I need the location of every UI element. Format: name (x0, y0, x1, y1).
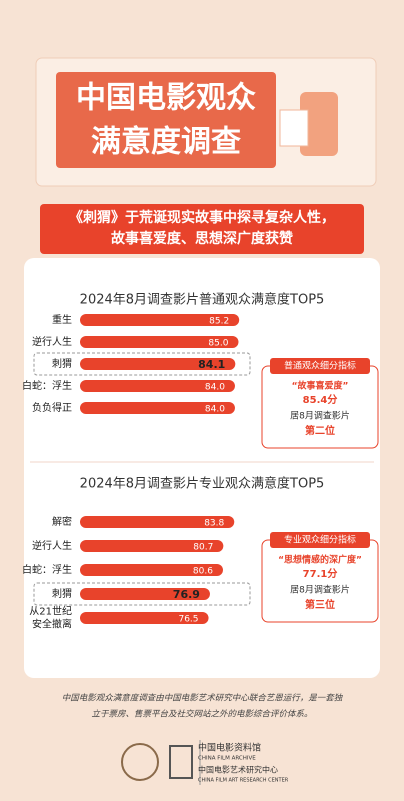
value-label: 84.1 (198, 358, 225, 371)
callout-score: 77.1分 (303, 567, 338, 580)
callout-metric: “思想情感的深广度” (278, 554, 362, 566)
callout-heading-bg (270, 532, 370, 548)
category-label: 刺猬 (52, 588, 72, 600)
logo-text: CHINA FILM ARCHIVE (198, 756, 256, 762)
logo-seal (121, 743, 159, 781)
callout-rank-text: 居8月调查影片 (290, 584, 350, 596)
category-label: 从21世纪安全撤离 (29, 606, 72, 631)
bar (80, 540, 224, 552)
highlight-box (33, 582, 251, 606)
title-banner (56, 72, 276, 168)
phone-icon (300, 92, 338, 156)
value-label: 80.7 (193, 543, 213, 553)
title: 满意度调查 (91, 125, 241, 160)
footer-note: 立于票房、售票平台及社交网站之外的电影综合评价体系。 (91, 709, 312, 720)
value-label: 80.6 (193, 567, 213, 577)
subtitle: 《刺猬》于荒诞现实故事中探寻复杂人性， (69, 209, 335, 226)
callout-metric: “故事喜爱度” (292, 380, 349, 392)
value-label: 85.2 (209, 317, 229, 327)
callout-rank: 第三位 (305, 598, 335, 611)
value-label: 83.8 (204, 519, 224, 529)
callout-rank-text: 居8月调查影片 (290, 410, 350, 422)
value-label: 85.0 (208, 339, 228, 349)
title: 中国电影观众 (76, 81, 256, 116)
category-label: 白蛇：浮生 (22, 563, 72, 576)
category-label: 重生 (52, 313, 72, 326)
logo-text: 中国电影资料馆 (198, 742, 261, 754)
category-label: 解密 (52, 515, 72, 528)
category-label: 逆行人生 (32, 335, 72, 348)
logo-mark (169, 745, 193, 779)
subtitle-banner (40, 204, 364, 254)
category-label: 负负得正 (32, 401, 72, 414)
value-label: 84.0 (205, 383, 225, 393)
subtitle: 故事喜爱度、思想深广度获赞 (111, 230, 293, 247)
logo-text: 中国电影艺术研究中心 (198, 765, 278, 775)
value-label: 76.5 (178, 615, 198, 625)
callout-rank: 第二位 (305, 424, 335, 437)
category-label: 白蛇：浮生 (22, 379, 72, 392)
callout-heading: 普通观众细分指标 (284, 360, 356, 372)
chart-title: 2024年8月调查影片专业观众满意度TOP5 (80, 476, 325, 492)
bar (80, 336, 239, 348)
bar (80, 358, 236, 370)
logo-text: CHINA FILM ART RESEARCH CENTER (198, 778, 289, 784)
bar (80, 402, 235, 414)
paper-icon (279, 109, 309, 147)
highlight-box (33, 352, 251, 376)
bar (80, 612, 209, 624)
callout-score: 85.4分 (303, 393, 338, 406)
bar (80, 314, 240, 326)
bar (80, 564, 223, 576)
bar (80, 380, 235, 392)
callout-heading: 专业观众细分指标 (284, 534, 356, 546)
value-label: 76.9 (173, 588, 200, 601)
value-label: 84.0 (205, 405, 225, 415)
bar (80, 588, 210, 600)
category-label: 刺猬 (52, 358, 72, 370)
category-label: 逆行人生 (32, 539, 72, 552)
callout-heading-bg (270, 358, 370, 374)
chart-title: 2024年8月调查影片普通观众满意度TOP5 (80, 292, 325, 308)
bar (80, 516, 235, 528)
footer-note: 中国电影观众满意度调查由中国电影艺术研究中心联合艺恩运行，是一套独 (62, 693, 344, 704)
